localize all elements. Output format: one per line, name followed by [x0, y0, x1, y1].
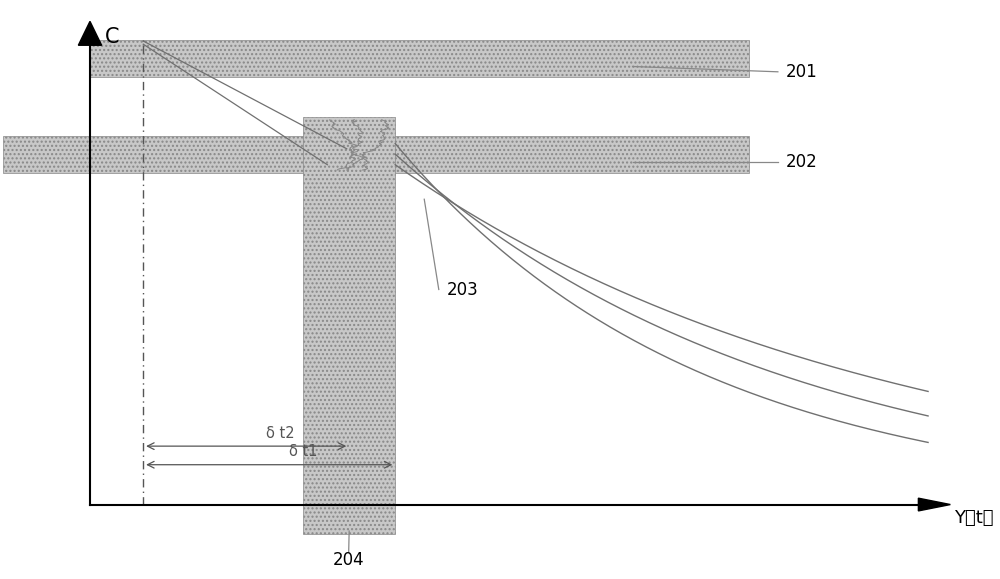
- Text: 204: 204: [333, 551, 364, 569]
- Text: C: C: [105, 27, 119, 47]
- Text: 201: 201: [786, 63, 817, 81]
- Polygon shape: [918, 498, 950, 511]
- Text: 203: 203: [447, 280, 478, 299]
- Bar: [3, 135, 749, 173]
- Text: 202: 202: [786, 153, 817, 171]
- Polygon shape: [78, 21, 102, 45]
- Bar: [90, 40, 749, 77]
- Text: δ t2: δ t2: [266, 426, 294, 441]
- Text: δ t1: δ t1: [289, 445, 317, 459]
- Text: Y（t）: Y（t）: [954, 509, 994, 527]
- Bar: [303, 117, 395, 534]
